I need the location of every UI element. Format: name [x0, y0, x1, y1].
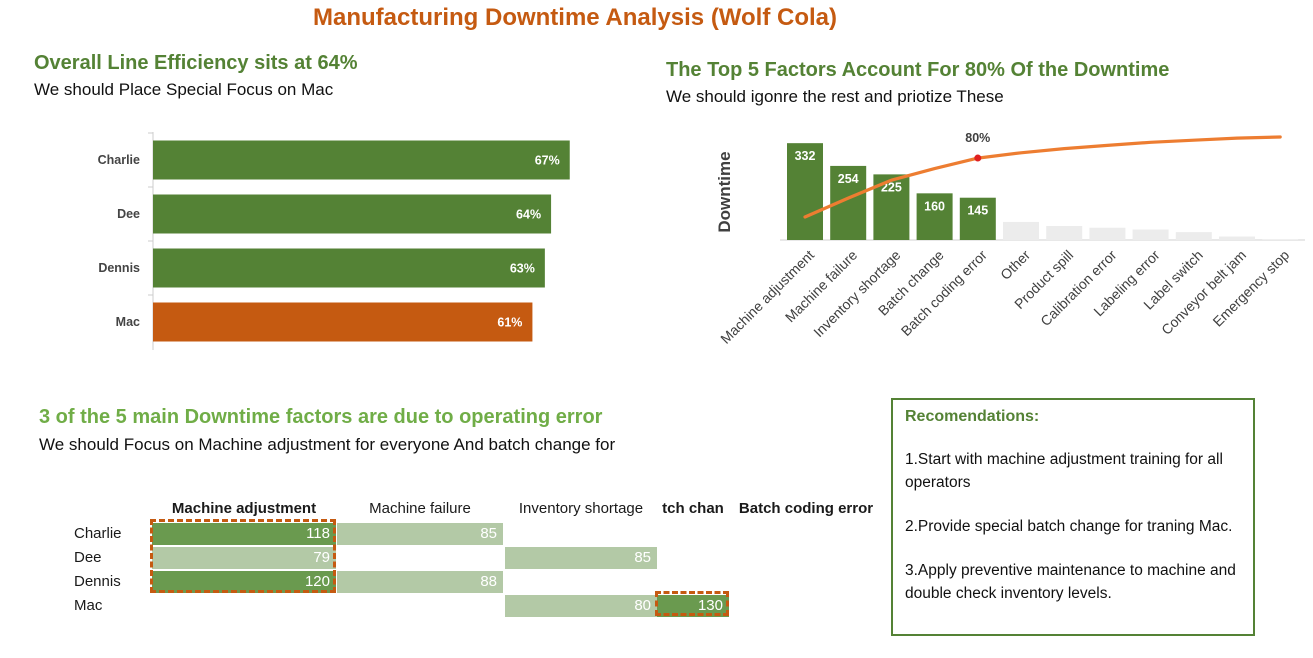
heatmap-cell: 118 — [152, 523, 336, 545]
pareto-value-label: 145 — [967, 204, 988, 218]
pareto-cumulative-line — [803, 135, 1282, 219]
operating-heading: 3 of the 5 main Downtime factors are due… — [39, 406, 603, 428]
heatmap-column-header: Inventory shortage — [518, 500, 644, 517]
pareto-bar — [1089, 227, 1126, 240]
pareto-bar — [1219, 236, 1255, 240]
pareto-bar — [1046, 226, 1083, 240]
pareto-bar — [916, 193, 953, 240]
efficiency-category-label: Dennis — [98, 261, 140, 275]
heatmap-column-header: tch chan — [662, 500, 724, 517]
efficiency-category-label: Charlie — [98, 153, 140, 167]
heatmap-column-header: Machine adjustment — [171, 500, 317, 517]
heatmap-row-label: Charlie — [74, 525, 122, 542]
pareto-y-axis-label: Downtime — [715, 151, 734, 232]
efficiency-value-label: 67% — [535, 154, 560, 168]
pareto-value-label: 332 — [795, 149, 816, 163]
heatmap-highlight-frame — [150, 519, 336, 593]
heatmap-cell: 85 — [337, 523, 503, 545]
efficiency-bar — [153, 248, 545, 288]
pareto-bar — [1003, 221, 1039, 240]
efficiency-bar — [153, 194, 552, 234]
pareto-value-label: 160 — [924, 199, 945, 213]
heatmap-column-header: Batch coding error — [738, 500, 874, 517]
efficiency-bar — [153, 140, 570, 180]
pareto-heading: The Top 5 Factors Account For 80% Of the… — [666, 59, 1170, 81]
pareto-subheading: We should igonre the rest and priotize T… — [666, 87, 1004, 106]
heatmap-cell: 88 — [337, 571, 503, 593]
pareto-category-label: Calibration error — [1037, 247, 1120, 330]
recommendation-item-3: 3.Apply preventive maintenance to machin… — [905, 562, 1236, 602]
pareto-category-label: Emergency stop — [1209, 247, 1292, 330]
pareto-80-marker — [974, 154, 982, 162]
recommendations-box: Recomendations: 1.Start with machine adj… — [891, 398, 1255, 636]
efficiency-value-label: 61% — [497, 316, 522, 330]
pareto-bar — [787, 143, 823, 240]
pareto-value-label: 254 — [838, 172, 859, 186]
pareto-80-label: 80% — [965, 131, 990, 145]
heatmap-row-label: Mac — [74, 597, 103, 614]
recommendations-title: Recomendations: — [905, 408, 1040, 425]
page-title: Manufacturing Downtime Analysis (Wolf Co… — [312, 4, 838, 31]
efficiency-category-label: Dee — [117, 207, 140, 221]
heatmap-cell: 120 — [152, 571, 336, 593]
heatmap-highlight-frame — [655, 591, 729, 616]
heatmap-cell: 85 — [505, 547, 657, 569]
efficiency-bar-chart: Charlie 67% Dee 64% Dennis 63% Mac 61% — [98, 132, 570, 350]
pareto-bar — [1132, 229, 1169, 240]
operating-subheading: We should Focus on Machine adjustment fo… — [39, 435, 616, 454]
heatmap-cell: 80 — [505, 595, 657, 617]
recommendation-item-2: 2.Provide special batch change for trani… — [905, 518, 1233, 535]
heatmap-row-label: Dennis — [74, 573, 121, 590]
pareto-bar — [959, 197, 996, 240]
heatmap-column-header: Machine failure — [369, 500, 471, 517]
heatmap-cell: 130 — [657, 595, 729, 617]
efficiency-category-label: Mac — [116, 315, 140, 329]
recommendation-item-1: 1.Start with machine adjustment training… — [905, 451, 1223, 491]
efficiency-heading: Overall Line Efficiency sits at 64% — [34, 52, 358, 74]
heatmap-cell: 79 — [152, 547, 336, 569]
heatmap-row-label: Dee — [74, 549, 102, 566]
pareto-bar — [1175, 232, 1212, 240]
efficiency-value-label: 64% — [516, 208, 541, 222]
efficiency-subheading: We should Place Special Focus on Mac — [34, 80, 334, 99]
efficiency-value-label: 63% — [510, 262, 535, 276]
pareto-category-label: Other — [997, 247, 1033, 283]
efficiency-bar — [153, 302, 533, 342]
